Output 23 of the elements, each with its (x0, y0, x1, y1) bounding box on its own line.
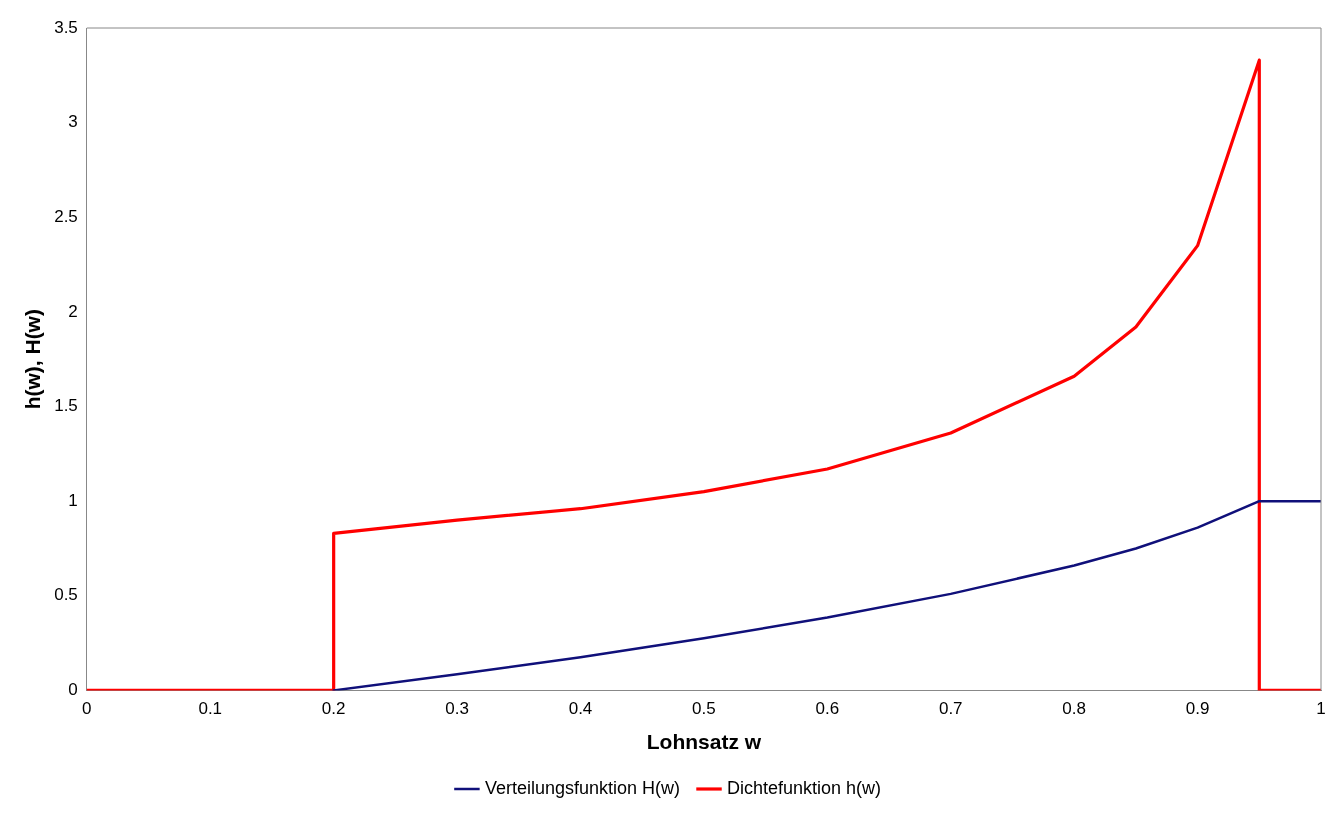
x-tick-label: 0.9 (1185, 699, 1210, 719)
legend-label: Dichtefunktion h(w) (727, 777, 882, 798)
x-tick-label: 0.1 (198, 699, 223, 719)
x-tick-label: 0.7 (938, 699, 963, 719)
y-tick-label: 3 (68, 112, 78, 132)
y-tick-label: 2.5 (54, 206, 78, 226)
x-tick-label: 1 (1316, 699, 1326, 719)
x-tick-label: 0.8 (1062, 699, 1086, 719)
x-tick-label: 0.2 (321, 699, 346, 719)
x-tick-label: 0.6 (815, 699, 840, 719)
y-tick-label: 3.5 (54, 17, 78, 37)
x-tick-label: 0.4 (568, 699, 593, 719)
y-tick-label: 1 (68, 490, 78, 510)
y-tick-label: 2 (68, 301, 78, 321)
y-tick-label: 0 (68, 680, 78, 700)
y-tick-label: 1.5 (54, 396, 78, 416)
x-tick-label: 0.5 (692, 699, 716, 719)
y-axis-title: h(w), H(w) (21, 309, 45, 410)
y-tick-label: 0.5 (54, 585, 78, 605)
legend-label: Verteilungsfunktion H(w) (484, 777, 681, 798)
x-axis-title: Lohnsatz w (646, 730, 762, 754)
x-tick-label: 0.3 (445, 699, 469, 719)
x-tick-label: 0 (82, 699, 92, 719)
